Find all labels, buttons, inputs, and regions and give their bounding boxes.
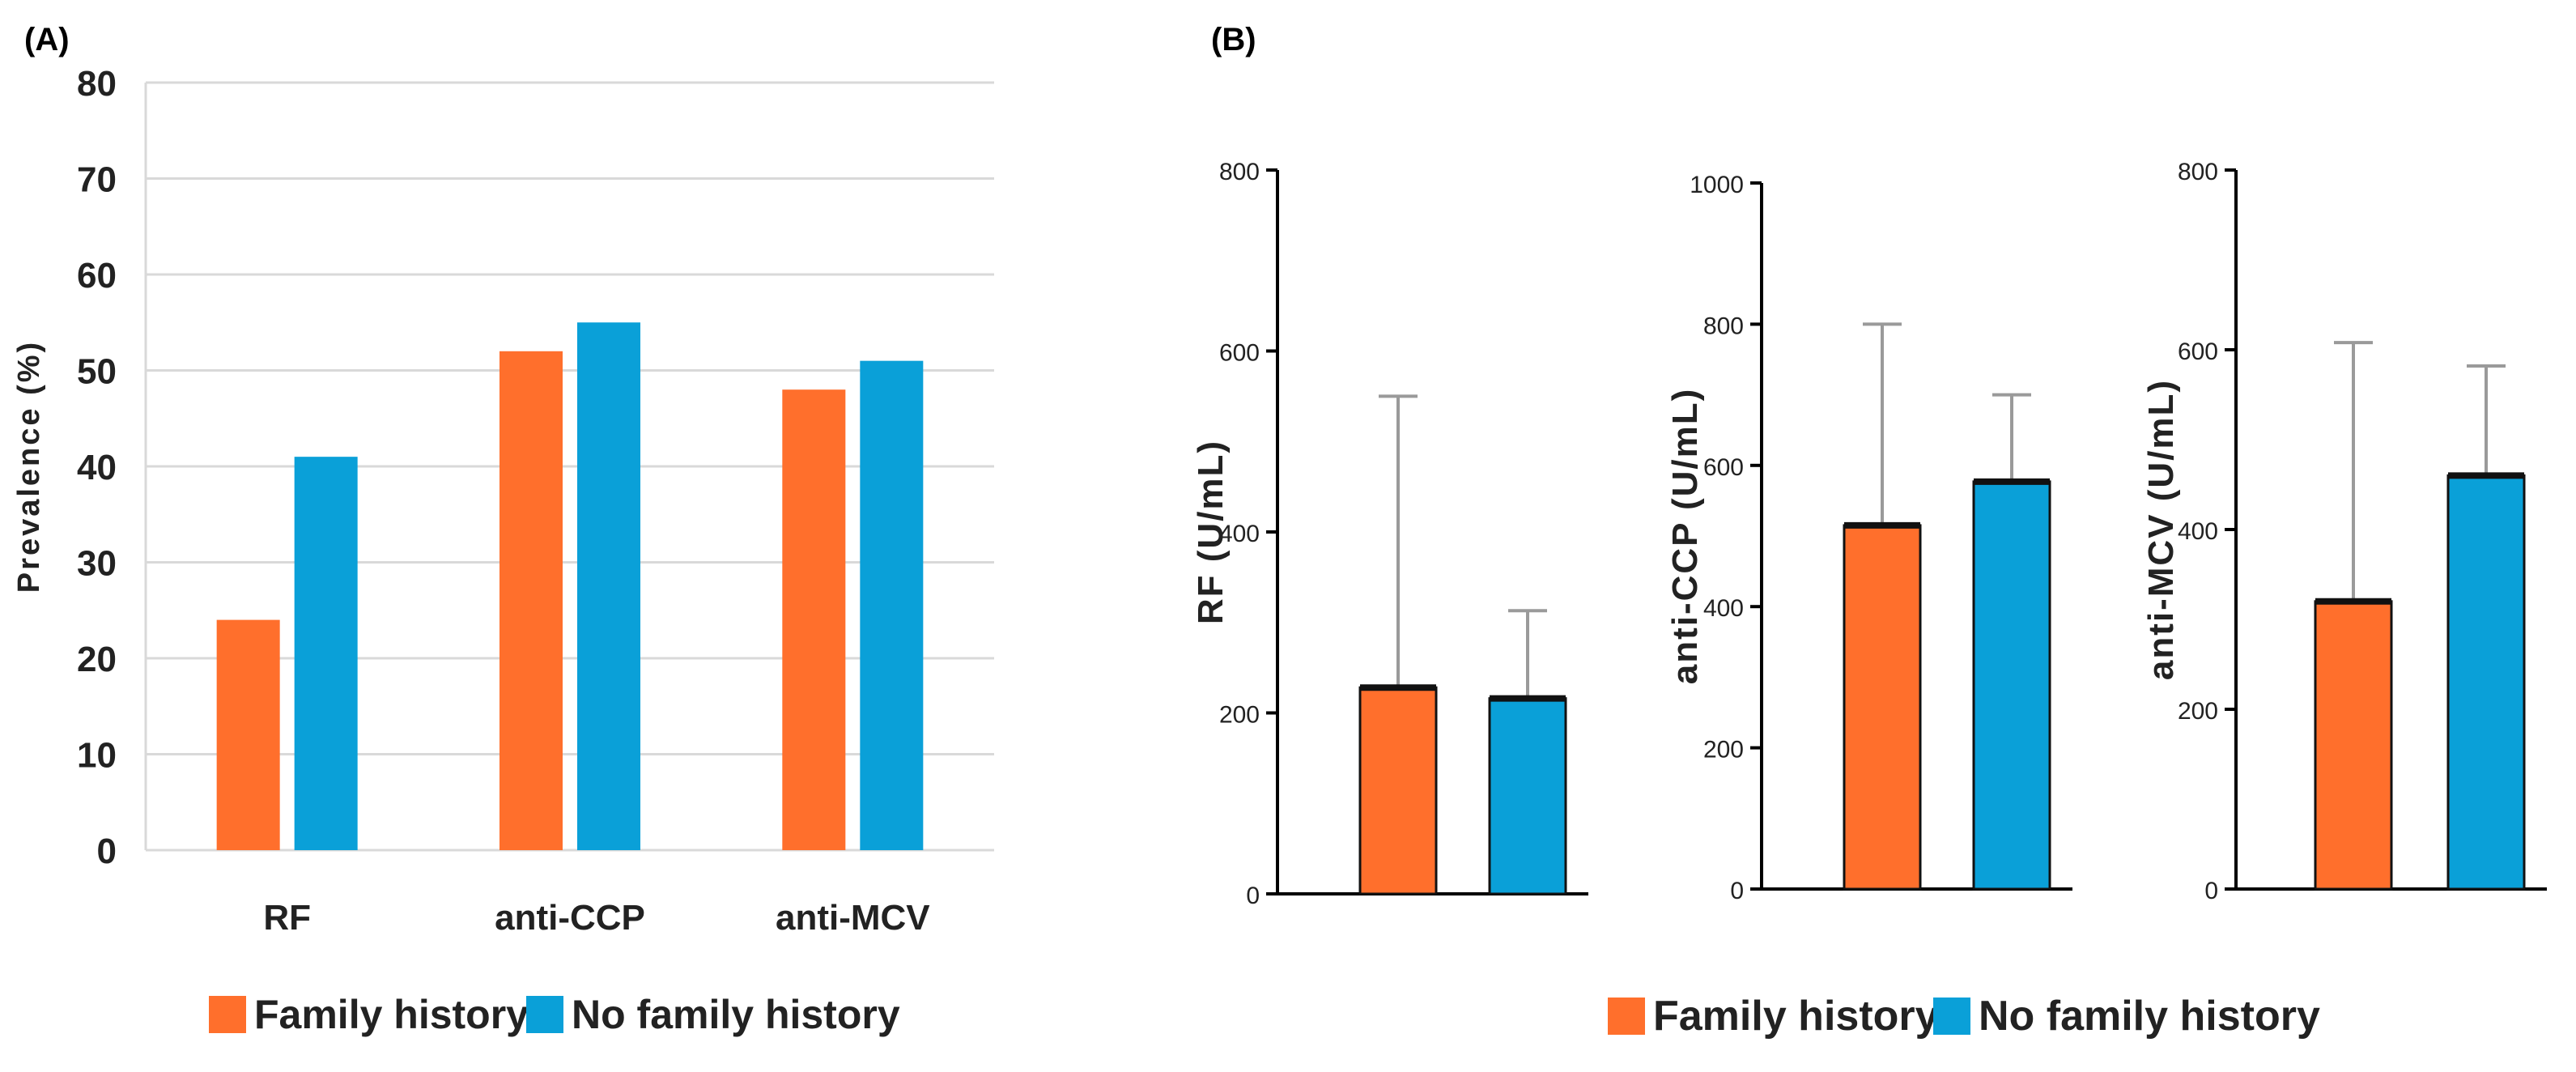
y-tick-label: 60 xyxy=(77,256,117,296)
bar-no-family-history xyxy=(1972,480,2051,891)
y-tick-label: 80 xyxy=(77,64,117,104)
y-tick-label: 0 xyxy=(97,832,117,871)
chart-b-anti-ccp: 0 200 400 600 800 1000 anti-CCP (U/mL) xyxy=(1665,172,2072,904)
legend-swatch-family-history xyxy=(1608,998,1645,1035)
bar-no-family-history xyxy=(1488,697,1567,895)
y-tick-label: 200 xyxy=(1703,737,1744,764)
legend-label-no-family-history: No family history xyxy=(572,992,900,1037)
y-tick-label: 800 xyxy=(1219,159,1260,185)
bar-no-family-history-anti-ccp xyxy=(577,322,640,850)
y-tick-label: 1000 xyxy=(1690,172,1744,198)
y-tick-label: 70 xyxy=(77,160,117,200)
y-tick-label: 400 xyxy=(1703,595,1744,622)
bar-family-history-anti-mcv xyxy=(782,389,846,850)
y-axis-title: Prevalence (%) xyxy=(12,340,46,593)
bar-family-history xyxy=(1843,524,1922,891)
y-tick-label: 40 xyxy=(77,448,117,487)
x-tick-label: anti-CCP xyxy=(495,898,645,938)
y-tick-label: 400 xyxy=(1219,521,1260,547)
y-tick-label: 0 xyxy=(2204,878,2218,904)
legend-swatch-family-history xyxy=(209,996,246,1033)
y-tick-label: 200 xyxy=(1219,702,1260,729)
legend-swatch-no-family-history xyxy=(1933,998,1970,1035)
bar-no-family-history-rf xyxy=(294,457,358,850)
legend-a: Family history No family history xyxy=(209,992,900,1037)
y-tick-label: 0 xyxy=(1730,878,1744,904)
y-axis-title: RF (U/mL) xyxy=(1191,440,1231,624)
bar-no-family-history xyxy=(2446,474,2526,891)
y-tick-label: 600 xyxy=(1219,340,1260,367)
y-tick-label: 10 xyxy=(77,736,117,776)
y-tick-label: 800 xyxy=(2178,159,2218,185)
panel-a-label: (A) xyxy=(24,22,70,57)
y-tick-label: 800 xyxy=(1703,313,1744,339)
legend-label-family-history: Family history xyxy=(1653,993,1939,1040)
x-tick-label: RF xyxy=(263,898,311,938)
y-tick-label: 400 xyxy=(2178,518,2218,545)
bar-family-history xyxy=(1358,686,1438,895)
chart-b-anti-mcv: 0 200 400 600 800 anti-MCV (U/mL) xyxy=(2141,159,2547,904)
bar-family-history-anti-ccp xyxy=(499,351,563,850)
legend-swatch-no-family-history xyxy=(526,996,563,1033)
bar-family-history xyxy=(2314,600,2393,891)
y-axis-title: anti-MCV (U/mL) xyxy=(2141,379,2181,680)
panel-b-label: (B) xyxy=(1211,22,1256,57)
y-tick-label: 30 xyxy=(77,544,117,584)
chart-b-rf: 0 200 400 600 800 RF (U/mL) xyxy=(1191,159,1588,909)
bar-no-family-history-anti-mcv xyxy=(860,360,924,850)
y-tick-label: 200 xyxy=(2178,698,2218,725)
chart-a-prevalence: 0 10 20 30 40 50 60 70 80 RF anti-CCP anti-MCV Preva… xyxy=(12,64,994,938)
y-tick-label: 0 xyxy=(1246,883,1260,909)
y-tick-label: 600 xyxy=(2178,338,2218,365)
x-tick-label: anti-MCV xyxy=(776,898,930,938)
y-tick-label: 600 xyxy=(1703,454,1744,481)
y-axis-title: anti-CCP (U/mL) xyxy=(1665,388,1705,685)
y-tick-label: 50 xyxy=(77,352,117,392)
legend-label-family-history: Family history xyxy=(254,992,529,1037)
bar-family-history-rf xyxy=(216,619,280,850)
legend-label-no-family-history: No family history xyxy=(1979,993,2320,1040)
y-tick-label: 20 xyxy=(77,640,117,679)
legend-b: Family history No family history xyxy=(1608,993,2320,1040)
